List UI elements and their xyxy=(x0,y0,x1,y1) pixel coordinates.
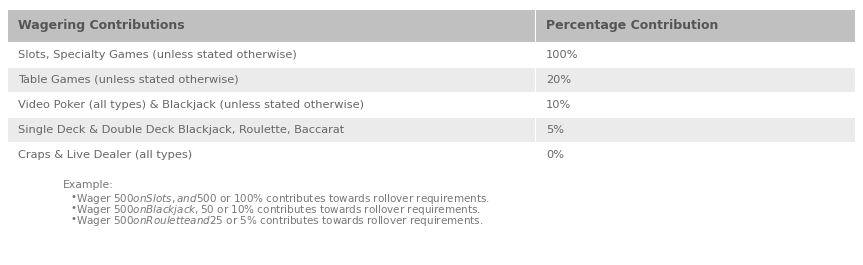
Text: Craps & Live Dealer (all types): Craps & Live Dealer (all types) xyxy=(18,150,192,160)
Bar xyxy=(8,68,535,92)
Bar xyxy=(536,93,855,117)
Text: Wager $500 on Slots, and $500 or 100% contributes towards rollover requirements.: Wager $500 on Slots, and $500 or 100% co… xyxy=(76,192,490,206)
Text: Example:: Example: xyxy=(63,180,114,190)
Bar xyxy=(536,43,855,67)
Text: 0%: 0% xyxy=(545,150,564,160)
Text: Percentage Contribution: Percentage Contribution xyxy=(545,20,718,33)
Text: Single Deck & Double Deck Blackjack, Roulette, Baccarat: Single Deck & Double Deck Blackjack, Rou… xyxy=(18,125,344,135)
Text: •: • xyxy=(70,203,76,213)
Text: 5%: 5% xyxy=(545,125,564,135)
Bar xyxy=(536,143,855,167)
Bar xyxy=(536,68,855,92)
Bar xyxy=(536,10,855,42)
Text: 20%: 20% xyxy=(545,75,571,85)
Bar xyxy=(8,118,535,142)
Text: 10%: 10% xyxy=(545,100,571,110)
Text: Table Games (unless stated otherwise): Table Games (unless stated otherwise) xyxy=(18,75,239,85)
Bar xyxy=(536,118,855,142)
Text: •: • xyxy=(70,192,76,202)
Bar xyxy=(8,143,535,167)
Text: Slots, Specialty Games (unless stated otherwise): Slots, Specialty Games (unless stated ot… xyxy=(18,50,297,60)
Bar xyxy=(8,43,535,67)
Text: Wager $500 on Roulette and $25 or 5% contributes towards rollover requirements.: Wager $500 on Roulette and $25 or 5% con… xyxy=(76,214,483,228)
Text: •: • xyxy=(70,214,76,224)
Text: 100%: 100% xyxy=(545,50,578,60)
Text: Wagering Contributions: Wagering Contributions xyxy=(18,20,185,33)
Bar xyxy=(8,93,535,117)
Text: Wager $500 on Blackjack, $50 or 10% contributes towards rollover requirements.: Wager $500 on Blackjack, $50 or 10% cont… xyxy=(76,203,481,217)
Bar xyxy=(8,10,535,42)
Text: Video Poker (all types) & Blackjack (unless stated otherwise): Video Poker (all types) & Blackjack (unl… xyxy=(18,100,364,110)
